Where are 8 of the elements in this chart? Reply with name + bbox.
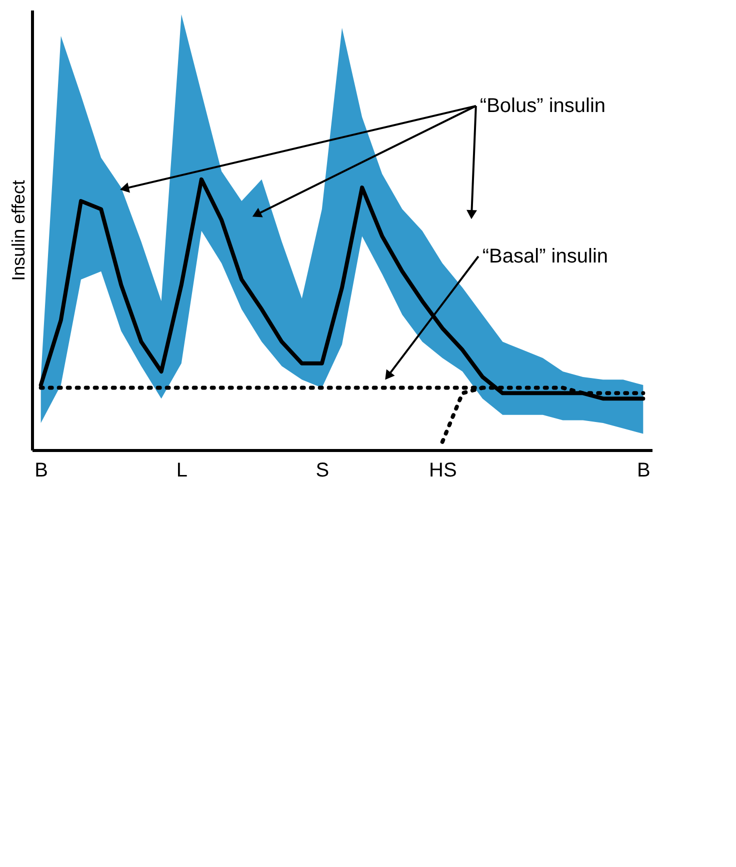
text: “Bolus” insulin: [480, 94, 606, 117]
annotation: “Basal” insulin: [482, 245, 608, 268]
x-tick-label: B: [636, 460, 650, 482]
x-tick-label: B: [34, 460, 48, 482]
x-tick-label: L: [176, 460, 188, 482]
x-tick-label: HS: [428, 460, 457, 482]
y-axis-title: Insulin effect: [8, 180, 28, 281]
x-tick-label: S: [316, 460, 330, 482]
